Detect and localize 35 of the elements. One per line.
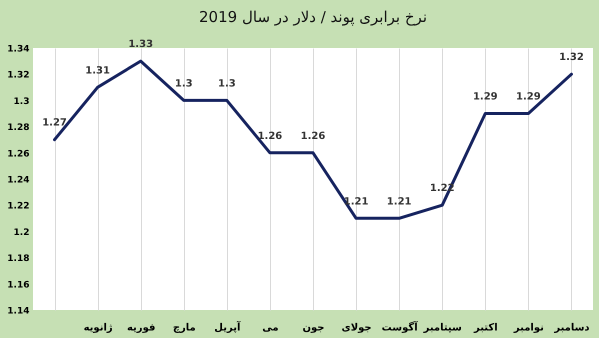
data-label: 1.21 bbox=[386, 196, 412, 208]
x-tick-label: آگوست bbox=[382, 320, 418, 334]
data-label: 1.29 bbox=[472, 92, 498, 102]
data-label: 1.26 bbox=[258, 130, 282, 142]
y-tick-label: 1.22 bbox=[7, 202, 30, 212]
data-label: 1.26 bbox=[300, 130, 326, 142]
data-label: 1.3 bbox=[174, 78, 193, 90]
chart-title: نرخ برابری پوند / دلار در سال 2019 bbox=[199, 8, 427, 26]
x-tick-label: اکتبر bbox=[472, 322, 498, 334]
y-tick-label: 1.18 bbox=[7, 254, 30, 264]
x-tick-label: می bbox=[262, 322, 279, 334]
y-tick-label: 1.24 bbox=[7, 176, 30, 186]
y-tick-label: 1.14 bbox=[7, 306, 30, 316]
x-tick-label: ژانویه bbox=[84, 322, 113, 334]
x-tick-label: مارچ bbox=[172, 322, 196, 334]
data-label: 1.31 bbox=[85, 65, 110, 76]
y-tick-label: 1.28 bbox=[7, 123, 30, 134]
y-tick-label: 1.3 bbox=[14, 96, 30, 107]
data-label: 1.27 bbox=[42, 118, 67, 129]
y-tick-label: 1.2 bbox=[14, 228, 30, 238]
x-tick-label: سپتامبر bbox=[422, 322, 462, 334]
y-tick-label: 1.26 bbox=[7, 149, 30, 160]
data-label: 1.29 bbox=[516, 92, 541, 102]
x-tick-label: نوامبر bbox=[512, 322, 544, 334]
x-tick-label: دسامبر bbox=[553, 322, 590, 334]
data-label: 1.3 bbox=[218, 78, 236, 90]
y-tick-label: 1.16 bbox=[7, 280, 30, 290]
x-tick-label: فوریه bbox=[126, 322, 156, 334]
y-tick-label: 1.32 bbox=[7, 70, 30, 81]
x-tick-label: جون bbox=[302, 322, 325, 334]
x-tick-label: آپریل bbox=[214, 320, 241, 334]
data-label: 1.32 bbox=[559, 52, 584, 64]
x-tick-label: جولای bbox=[342, 322, 372, 334]
data-label: 1.33 bbox=[128, 39, 154, 50]
y-tick-label: 1.34 bbox=[7, 44, 30, 54]
